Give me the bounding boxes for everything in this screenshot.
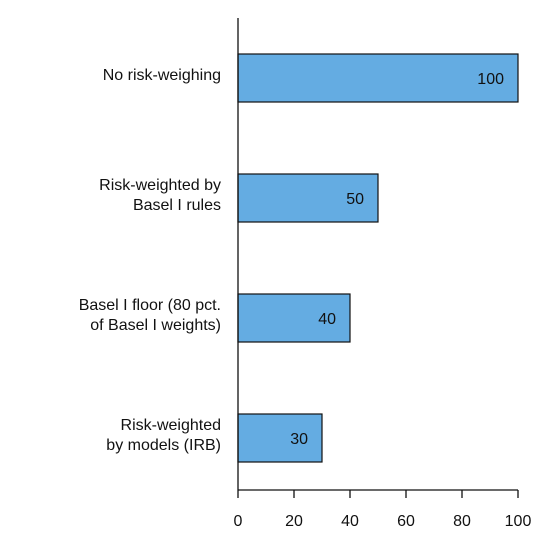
category-label-line: Basel I rules xyxy=(133,197,221,214)
bars-layer xyxy=(237,53,519,463)
labels-layer: 100 50 40 30 No risk-weighing Risk-weighted b… xyxy=(79,67,532,530)
bar-value-label-1: 100 xyxy=(477,71,504,88)
category-label-line: Risk-weighted by xyxy=(99,177,221,194)
category-label-1: No risk-weighing xyxy=(103,67,221,84)
bar-2 xyxy=(237,173,379,223)
category-label-2: Risk-weighted by Basel I rules xyxy=(99,177,221,214)
category-label-line: of Basel I weights) xyxy=(90,317,221,334)
category-label-line: No risk-weighing xyxy=(103,67,221,84)
bar-1 xyxy=(237,53,519,103)
category-label-3: Basel I floor (80 pct. of Basel I weights… xyxy=(79,297,221,334)
x-tick-label-100: 100 xyxy=(505,513,532,530)
category-label-line: by models (IRB) xyxy=(106,437,221,454)
bar-3 xyxy=(237,293,351,343)
x-tick-label-40: 40 xyxy=(341,513,359,530)
x-tick-label-20: 20 xyxy=(285,513,303,530)
x-tick-label-0: 0 xyxy=(234,513,243,530)
x-tick-label-60: 60 xyxy=(397,513,415,530)
axis-layer xyxy=(237,18,519,498)
category-label-4: Risk-weighted by models (IRB) xyxy=(106,417,221,454)
x-tick-label-80: 80 xyxy=(453,513,471,530)
bar-value-label-3: 40 xyxy=(318,311,336,328)
category-label-line: Basel I floor (80 pct. xyxy=(79,297,221,314)
bar-4 xyxy=(237,413,323,463)
bar-value-label-2: 50 xyxy=(346,191,364,208)
category-label-line: Risk-weighted xyxy=(121,417,221,434)
bar-value-label-4: 30 xyxy=(290,431,308,448)
